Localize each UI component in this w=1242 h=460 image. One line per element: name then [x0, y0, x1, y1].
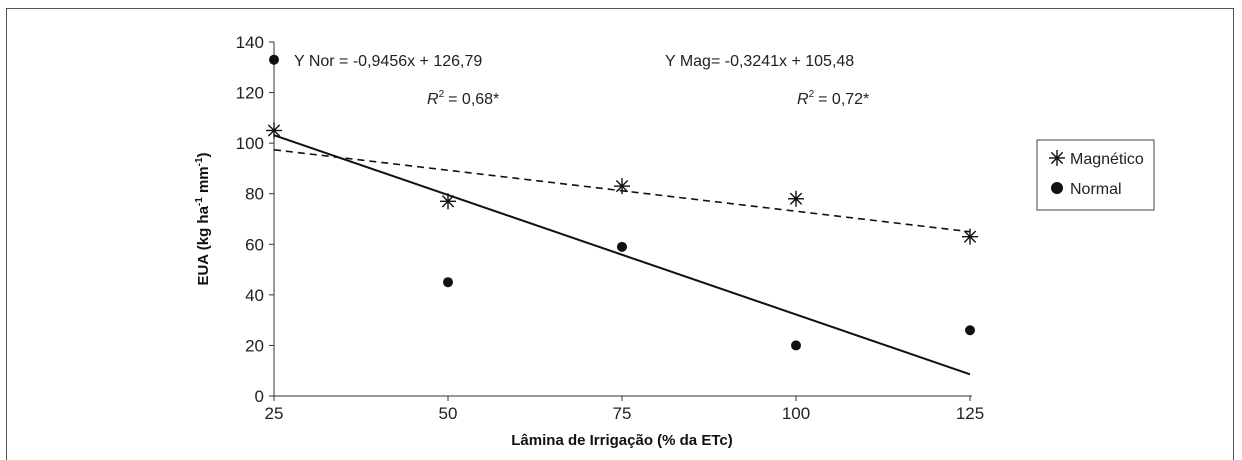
x-ticks: 25 50 75 100 125: [265, 396, 984, 423]
normal-point: [443, 277, 453, 288]
nor-r2-sup: 2: [439, 89, 445, 100]
y-axis-title-base: EUA (kg ha: [195, 205, 212, 285]
x-tick-label: 50: [439, 404, 458, 423]
x-tick-label: 125: [956, 404, 984, 423]
trendlines: [273, 134, 971, 376]
mag-r2-label: R: [797, 91, 809, 108]
normal-point: [269, 54, 279, 65]
magnetico-point: [962, 228, 978, 245]
mag-equation: Y Mag= -0,3241x + 105,48: [665, 53, 854, 70]
legend: Magnético Normal: [1036, 139, 1155, 211]
nor-equation: Y Nor = -0,9456x + 126,79: [294, 53, 482, 70]
mag-r2-value: = 0,72*: [818, 91, 869, 108]
magnetico-point: [614, 178, 630, 195]
trendline-normal: [273, 134, 971, 376]
nor-r2-value: = 0,68*: [448, 91, 499, 108]
legend-normal-marker: [1051, 182, 1063, 194]
mag-r2-sup: 2: [809, 89, 815, 100]
y-axis-title-mid: mm: [195, 166, 212, 197]
y-axis-title: EUA (kg ha-1 mm-1): [194, 152, 212, 285]
x-axis-title: Lâmina de Irrigação (% da ETc): [511, 432, 732, 449]
nor-r2: R2 = 0,68*: [427, 89, 499, 108]
y-tick-label: 80: [245, 185, 264, 204]
y-tick-label: 40: [245, 286, 264, 305]
data-points: [266, 54, 978, 351]
legend-asterisk: [1049, 150, 1065, 166]
y-tick-label: 20: [245, 336, 264, 355]
y-ticks: 0 20 40 60 80 100 120 140: [236, 33, 274, 406]
chart-frame: [6, 8, 1234, 460]
magnetico-point: [440, 193, 456, 210]
legend-magnetico-marker: [1049, 150, 1065, 166]
normal-point: [965, 325, 975, 336]
normal-point: [617, 241, 627, 252]
x-tick-label: 25: [265, 404, 284, 423]
legend-magnetico-label: Magnético: [1070, 151, 1144, 168]
normal-point: [791, 340, 801, 351]
x-tick-label: 75: [613, 404, 632, 423]
y-tick-label: 0: [255, 387, 264, 406]
y-axis-title-end: ): [195, 152, 212, 157]
nor-r2-label: R: [427, 91, 439, 108]
axes: [273, 42, 972, 397]
y-tick-label: 100: [236, 134, 264, 153]
legend-normal-label: Normal: [1070, 181, 1122, 198]
y-tick-label: 140: [236, 33, 264, 52]
y-axis-title-sup2: -1: [194, 157, 205, 166]
magnetico-point: [266, 122, 282, 139]
mag-r2: R2 = 0,72*: [797, 89, 869, 108]
y-axis-title-sup1: -1: [194, 197, 205, 206]
y-tick-label: 60: [245, 235, 264, 254]
y-tick-label: 120: [236, 84, 264, 103]
magnetico-point: [788, 190, 804, 207]
x-tick-label: 100: [782, 404, 810, 423]
